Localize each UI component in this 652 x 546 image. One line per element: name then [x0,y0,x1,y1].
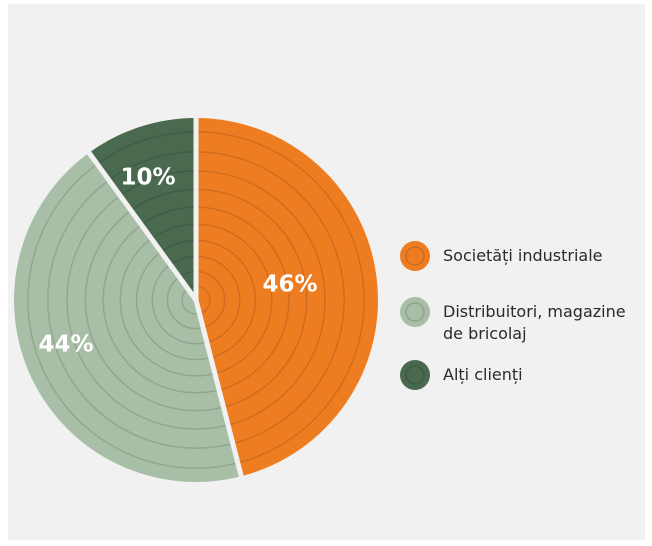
value-label: 44% [38,332,93,358]
legend-label: Distribuitori, magazine de bricolaj [443,302,626,343]
pie: 46% 44% 10% [14,112,378,483]
legend-swatch [400,360,430,390]
legend-swatch [400,297,430,327]
legend-label: Societăți industriale [443,246,603,265]
pie-slice [89,118,196,300]
legend-swatch-ring [405,302,425,322]
value-label: 46% [262,272,317,298]
slice-gap [83,146,199,302]
value-label: 10% [120,165,175,191]
legend-swatch-ring [405,365,425,385]
pie-slice [14,152,242,482]
slice-gap [193,299,246,483]
pie-slice [196,118,378,477]
legend-swatch [400,241,430,271]
legend-label: Alți clienți [443,365,523,384]
legend-swatch-ring [405,246,425,266]
